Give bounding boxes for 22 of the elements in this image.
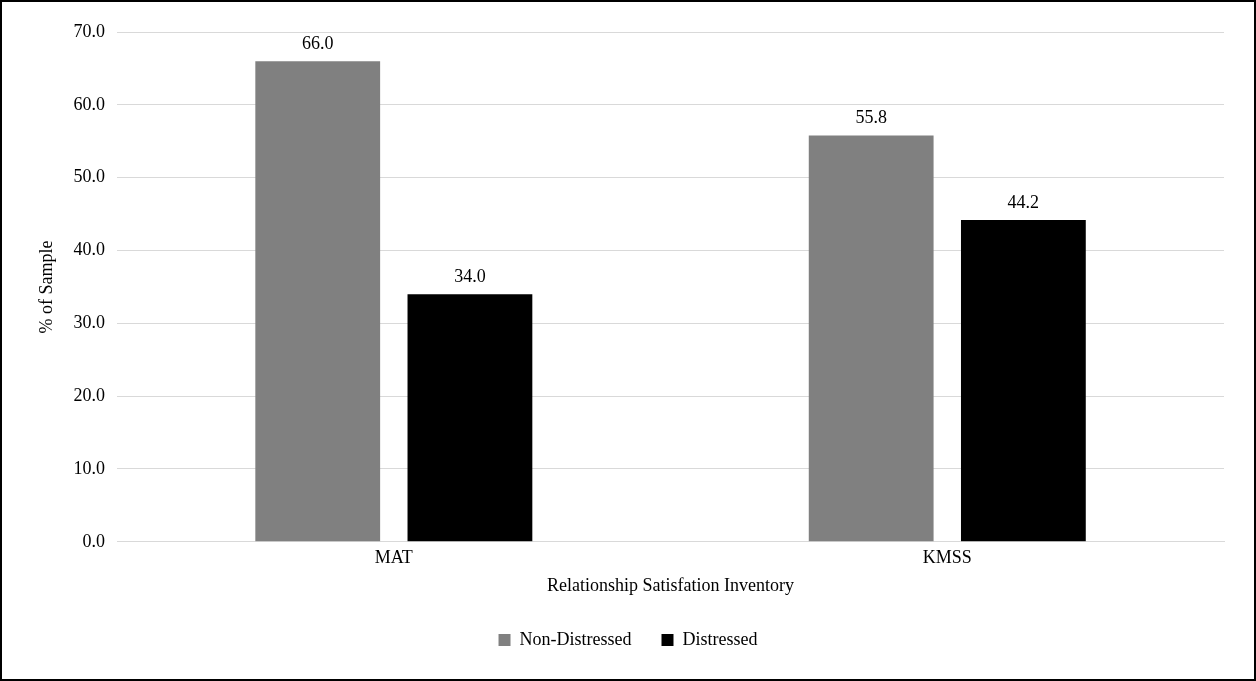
legend-label: Non-Distressed — [519, 628, 632, 649]
x-tick-label: MAT — [374, 547, 413, 568]
data-label: 55.8 — [855, 107, 887, 128]
bar — [255, 61, 381, 542]
bar — [808, 135, 934, 542]
y-tick-label: 40.0 — [73, 239, 106, 260]
x-tick-label: KMSS — [922, 547, 972, 568]
data-label: 34.0 — [454, 265, 486, 286]
y-tick-label: 30.0 — [73, 312, 106, 333]
bar — [960, 219, 1086, 542]
y-tick-label: 60.0 — [73, 93, 106, 114]
y-axis-title: % of Sample — [35, 240, 56, 334]
y-tick-label: 10.0 — [73, 457, 106, 478]
data-label: 66.0 — [301, 32, 334, 53]
y-tick-label: 0.0 — [82, 530, 106, 551]
data-label: 44.2 — [1007, 191, 1040, 212]
x-axis-title: Relationship Satisfation Inventory — [547, 574, 795, 595]
y-tick-label: 70.0 — [73, 20, 106, 41]
bar — [407, 294, 533, 542]
legend-label: Distressed — [682, 628, 758, 649]
y-tick-label: 20.0 — [73, 384, 106, 405]
y-tick-label: 50.0 — [73, 166, 106, 187]
